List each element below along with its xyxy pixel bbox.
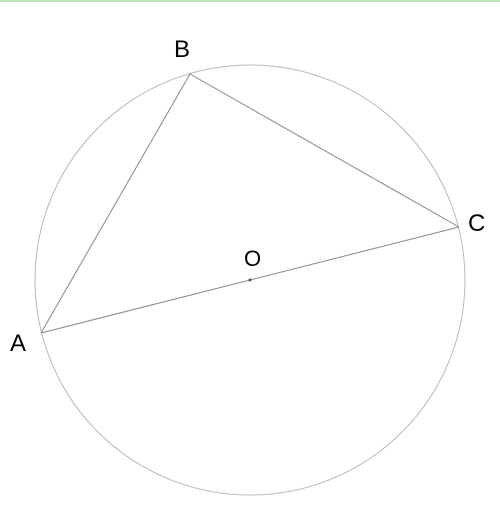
label-c: C: [468, 210, 485, 238]
center-point: [249, 279, 252, 282]
label-b: B: [174, 36, 190, 64]
label-o: O: [244, 246, 261, 272]
line-bc: [190, 74, 459, 227]
label-a: A: [10, 330, 26, 358]
